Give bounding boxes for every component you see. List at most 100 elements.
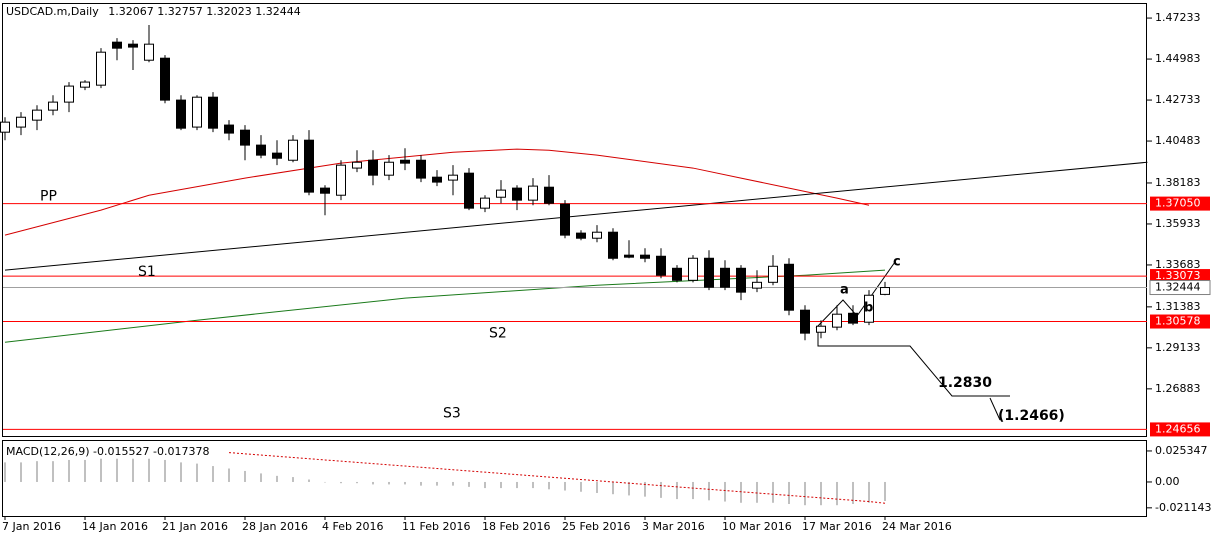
candle-body <box>416 159 426 179</box>
macd-bar <box>340 481 342 484</box>
high: 1.32757 <box>157 5 203 18</box>
macd-bar <box>628 481 630 496</box>
candle-body <box>160 57 170 101</box>
x-tick-label: 21 Jan 2016 <box>162 520 228 533</box>
candle-body <box>544 186 554 204</box>
candle-body <box>560 203 570 236</box>
x-tick-label: 17 Mar 2016 <box>802 520 872 533</box>
y-tick-label: 1.26883 <box>1155 382 1201 395</box>
annotation: a <box>840 283 849 298</box>
candle-body <box>64 85 74 103</box>
projection-tail <box>989 397 1001 421</box>
main-frame <box>2 3 1147 437</box>
level-box <box>1150 196 1210 211</box>
candle-body <box>496 189 506 198</box>
level-name: PP <box>40 189 57 205</box>
candle-body <box>464 172 474 209</box>
candle-body <box>784 263 794 311</box>
macd-bar <box>852 481 854 504</box>
macd-signal <box>228 452 886 504</box>
close: 1.32444 <box>255 5 301 18</box>
x-tick-label: 24 Mar 2016 <box>882 520 952 533</box>
macd-bar <box>36 461 38 482</box>
x-tick-label: 4 Feb 2016 <box>322 520 383 533</box>
low: 1.32023 <box>206 5 252 18</box>
price-box <box>1149 280 1211 296</box>
y-tick-label: 1.40483 <box>1155 134 1201 147</box>
macd-bar <box>52 461 54 482</box>
macd-bar <box>388 481 390 485</box>
macd-bar <box>756 481 758 503</box>
candle-body <box>48 101 58 111</box>
candle-body <box>400 159 410 164</box>
macd-bar <box>420 481 422 486</box>
macd-frame <box>2 440 1147 517</box>
candle-body <box>768 265 778 283</box>
macd-bar <box>596 481 598 493</box>
candle-body <box>864 294 874 323</box>
y-tick-label: 1.42733 <box>1155 93 1201 106</box>
x-tick-label: 3 Mar 2016 <box>642 520 705 533</box>
macd-bar <box>308 479 310 482</box>
annotation: c <box>893 255 901 270</box>
candle-body <box>704 257 714 288</box>
macd-bar <box>228 468 230 482</box>
open: 1.32067 <box>108 5 154 18</box>
level-label: 1.30578 <box>1155 315 1201 328</box>
macd-bar <box>772 481 774 503</box>
candle-body <box>0 121 10 133</box>
macd-bar <box>692 481 694 500</box>
candle-body <box>272 152 282 159</box>
candle-body <box>832 313 842 328</box>
macd-bar <box>516 481 518 489</box>
macd-bar <box>644 481 646 497</box>
macd-bar <box>660 481 662 498</box>
x-tick-label: 14 Jan 2016 <box>82 520 148 533</box>
level-box <box>1150 422 1210 437</box>
wave-drawing <box>815 261 1010 421</box>
macd-bar <box>708 481 710 501</box>
annotation: b <box>864 301 873 316</box>
macd-bar <box>116 458 118 482</box>
y-tick-label: 1.38183 <box>1155 176 1201 189</box>
macd-bar <box>804 481 806 506</box>
candle-body <box>624 254 634 258</box>
projection-line <box>817 330 1010 397</box>
macd-bar <box>548 481 550 490</box>
candle-body <box>640 254 650 259</box>
level-box <box>1150 314 1210 329</box>
y-tick-label: 1.44983 <box>1155 52 1201 65</box>
macd-bar <box>452 481 454 486</box>
annotation: (1.2466) <box>998 408 1065 424</box>
candle-body <box>256 144 266 156</box>
macd-bar <box>532 481 534 489</box>
macd-label: MACD(12,26,9) <box>6 445 90 458</box>
level-label: 1.24656 <box>1155 422 1201 435</box>
candle-body <box>240 129 250 146</box>
candle-body <box>576 232 586 239</box>
macd-bar <box>292 477 294 482</box>
candle-body <box>848 312 858 324</box>
macd-bar <box>260 473 262 482</box>
y-tick-label: 1.29133 <box>1155 341 1201 354</box>
candle-body <box>304 139 314 193</box>
candle-body <box>448 174 458 181</box>
macd-value: -0.015527 <box>93 445 149 458</box>
macd-bar <box>836 481 838 506</box>
macd-bar <box>196 463 198 482</box>
x-tick-label: 7 Jan 2016 <box>2 520 61 533</box>
candle-body <box>208 96 218 129</box>
macd-bar <box>484 481 486 489</box>
candle-body <box>688 257 698 281</box>
level-name: S2 <box>489 326 507 342</box>
candle-body <box>800 309 810 334</box>
x-tick-label: 10 Mar 2016 <box>722 520 792 533</box>
candle-body <box>608 231 618 259</box>
macd-header: MACD(12,26,9) -0.015527 -0.017378 <box>6 445 209 458</box>
annotation: 1.2830 <box>938 375 992 391</box>
x-tick-label: 28 Jan 2016 <box>242 520 308 533</box>
macd-bar <box>356 481 358 484</box>
macd-bar <box>436 481 438 486</box>
indicator-line <box>4 148 870 236</box>
level-label: 1.37050 <box>1155 197 1201 210</box>
